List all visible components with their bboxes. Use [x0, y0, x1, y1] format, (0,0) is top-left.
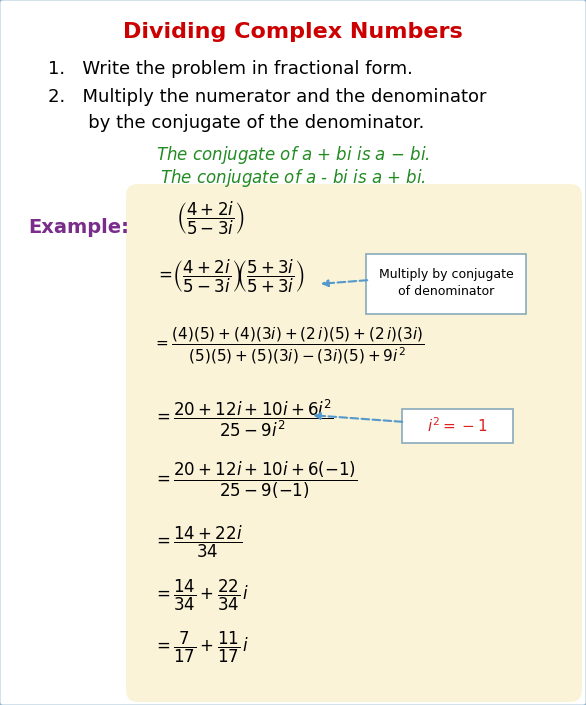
- Text: $i^{2}=-1$: $i^{2}=-1$: [427, 417, 487, 436]
- Text: $\left(\dfrac{4+2i}{5-3i}\right)$: $\left(\dfrac{4+2i}{5-3i}\right)$: [176, 200, 245, 237]
- Text: $=\!\left(\dfrac{4+2i}{5-3i}\right)\!\!\left(\dfrac{5+3i}{5+3i}\right)$: $=\!\left(\dfrac{4+2i}{5-3i}\right)\!\!\…: [155, 258, 305, 295]
- Text: by the conjugate of the denominator.: by the conjugate of the denominator.: [48, 114, 424, 132]
- Text: $=\dfrac{14+22i}{34}$: $=\dfrac{14+22i}{34}$: [153, 524, 243, 560]
- Text: Multiply by conjugate: Multiply by conjugate: [379, 268, 513, 281]
- Text: Example:: Example:: [28, 218, 129, 237]
- Text: $=\dfrac{7}{17}+\dfrac{11}{17}\,i$: $=\dfrac{7}{17}+\dfrac{11}{17}\,i$: [153, 630, 250, 666]
- FancyBboxPatch shape: [402, 409, 513, 443]
- FancyBboxPatch shape: [366, 254, 526, 314]
- Text: $=\dfrac{20+12i+10i+6i^{2}}{25-9i^{2}}$: $=\dfrac{20+12i+10i+6i^{2}}{25-9i^{2}}$: [153, 398, 334, 439]
- Text: of denominator: of denominator: [398, 285, 494, 298]
- Text: $=\dfrac{20+12i+10i+6(-1)}{25-9(-1)}$: $=\dfrac{20+12i+10i+6(-1)}{25-9(-1)}$: [153, 460, 357, 501]
- Text: Dividing Complex Numbers: Dividing Complex Numbers: [123, 22, 463, 42]
- Text: The conjugate of $a$ - $bi$ is $a$ + $bi$.: The conjugate of $a$ - $bi$ is $a$ + $bi…: [160, 167, 426, 189]
- FancyBboxPatch shape: [126, 184, 582, 702]
- Text: $=\dfrac{(4)(5)+(4)(3i)+(2\,i)(5)+(2\,i)(3i)}{(5)(5)+(5)(3i)-(3i)(5)+9i^{2}}$: $=\dfrac{(4)(5)+(4)(3i)+(2\,i)(5)+(2\,i)…: [153, 326, 425, 367]
- Text: 2.   Multiply the numerator and the denominator: 2. Multiply the numerator and the denomi…: [48, 88, 486, 106]
- Text: $=\dfrac{14}{34}+\dfrac{22}{34}\,i$: $=\dfrac{14}{34}+\dfrac{22}{34}\,i$: [153, 578, 250, 613]
- Text: The conjugate of $a$ + $bi$ is $a$ $-$ $bi$.: The conjugate of $a$ + $bi$ is $a$ $-$ $…: [156, 144, 430, 166]
- Text: 1.   Write the problem in fractional form.: 1. Write the problem in fractional form.: [48, 60, 413, 78]
